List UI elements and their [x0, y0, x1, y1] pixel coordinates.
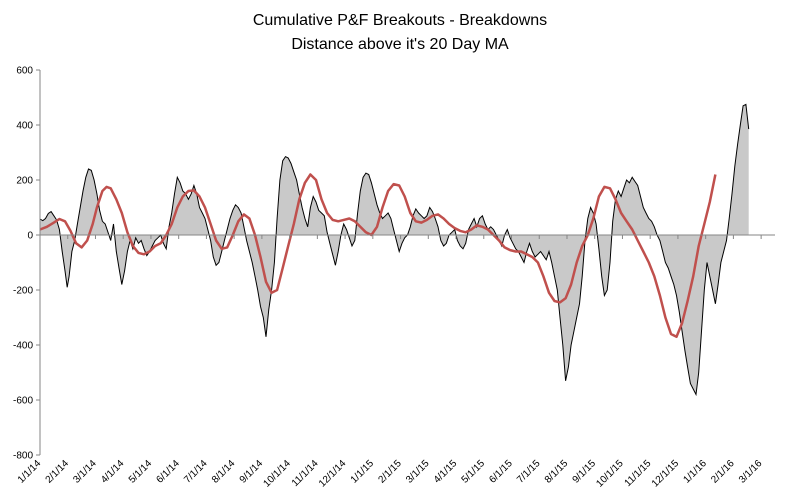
series-line-ma [39, 173, 717, 339]
x-tick-label: 1/1/15 [349, 458, 377, 486]
x-tick-label: 3/1/15 [404, 458, 432, 486]
x-tick-label: 6/1/14 [155, 458, 183, 486]
x-tick-label: 5/1/14 [127, 458, 155, 486]
x-tick-label: 11/1/14 [290, 458, 321, 489]
x-tick-label: 12/1/14 [317, 458, 349, 490]
y-tick-label: -200 [13, 286, 33, 297]
x-tick-label: 2/1/16 [709, 458, 737, 486]
x-tick-label: 8/1/14 [210, 458, 238, 486]
x-tick-label: 4/1/14 [99, 458, 127, 486]
area-fill [40, 104, 749, 395]
y-tick-label: -400 [13, 341, 33, 352]
x-tick-label: 8/1/15 [543, 458, 571, 486]
x-tick-label: 2/1/15 [376, 458, 404, 486]
y-tick-label: 400 [16, 121, 33, 132]
x-tick-label: 1/1/16 [682, 458, 710, 486]
x-tick-label: 7/1/15 [515, 458, 543, 486]
x-tick-label: 3/1/14 [71, 458, 99, 486]
y-tick-label: 600 [16, 66, 33, 77]
series-line-distance [39, 103, 750, 397]
chart-subtitle: Distance above it's 20 Day MA [291, 36, 509, 53]
y-tick-label: -800 [13, 451, 33, 462]
x-tick-label: 2/1/14 [44, 458, 72, 486]
x-tick-label: 7/1/14 [182, 458, 210, 486]
y-tick-label: 200 [16, 176, 33, 187]
x-tick-label: 5/1/15 [460, 458, 488, 486]
x-tick-label: 12/1/15 [650, 458, 682, 490]
x-tick-label: 10/1/15 [594, 458, 626, 490]
x-tick-label: 3/1/16 [737, 458, 765, 486]
chart-title: Cumulative P&F Breakouts - Breakdowns [252, 12, 548, 29]
y-tick-label: -600 [13, 396, 33, 407]
y-tick-label: 0 [27, 231, 33, 242]
x-tick-label: 10/1/14 [262, 458, 294, 490]
x-tick-label: 6/1/15 [487, 458, 515, 486]
x-tick-label: 4/1/15 [432, 458, 460, 486]
x-tick-label: 11/1/15 [623, 458, 654, 489]
x-tick-label: 1/1/14 [16, 458, 44, 486]
